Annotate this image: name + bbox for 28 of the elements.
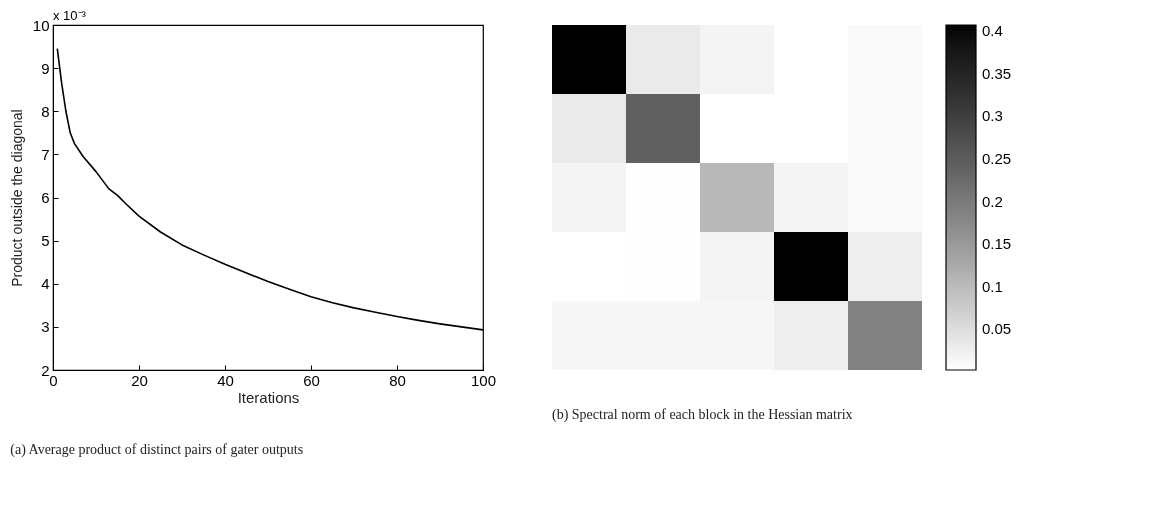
color-bar-label: 0.3 xyxy=(982,107,1003,125)
y-tick-label: 10 xyxy=(32,16,50,34)
x-tick-label: 100 xyxy=(470,371,497,389)
color-bar-label: 0.4 xyxy=(982,22,1003,40)
color-bar-label: 0.15 xyxy=(982,235,1012,253)
y-tick-label: 7 xyxy=(41,145,50,163)
x-tick-label: 60 xyxy=(303,371,320,389)
color-bar-label: 0.2 xyxy=(982,192,1003,210)
text: x 10⁻³ xyxy=(53,8,87,23)
y-tick-label: 9 xyxy=(41,59,50,77)
color-bar-label: 0.25 xyxy=(982,150,1012,167)
y-tick-label: 6 xyxy=(41,189,50,206)
y-tick-label: 4 xyxy=(41,275,50,293)
y-tick-label: 3 xyxy=(41,318,50,336)
x-tick-label: 40 xyxy=(217,371,234,389)
y-tick-label: 2 xyxy=(41,361,50,379)
color-bar-label: 0.05 xyxy=(982,320,1012,338)
color-bar-label: 0.35 xyxy=(982,64,1012,82)
color-bar-label: 0.1 xyxy=(982,277,1003,295)
x-tick-label: 0 xyxy=(49,371,58,389)
y-tick-label: 5 xyxy=(41,232,50,250)
text: (b) Spectral norm of each block in the Hessian matrix xyxy=(552,407,853,423)
text: (a) Average product of distinct pairs of gater outputs xyxy=(10,442,304,458)
y-tick-label: 8 xyxy=(41,102,50,120)
x-axis-title: Iterations xyxy=(237,388,300,406)
x-tick-label: 20 xyxy=(131,371,148,389)
y-axis-title: Product outside the diagonal xyxy=(8,109,25,287)
x-tick-label: 80 xyxy=(389,371,406,389)
